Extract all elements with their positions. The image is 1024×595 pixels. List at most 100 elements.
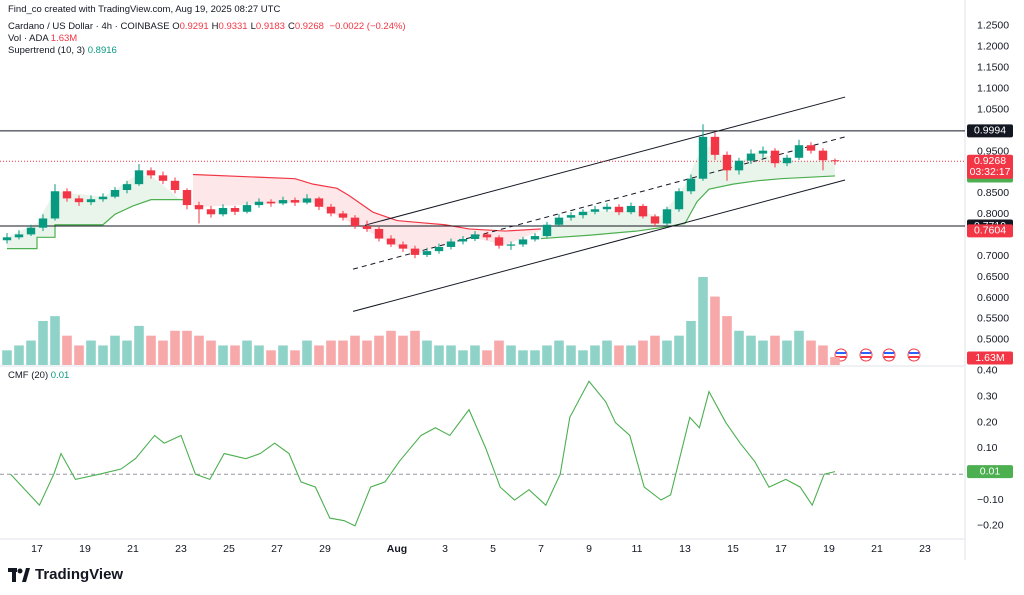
candle-body [278,200,288,204]
x-tick-label: 27 [271,543,283,555]
ohlc-label: L [250,21,256,32]
candle-body [494,237,504,246]
cmf-line [10,380,836,527]
candle-body [98,196,108,200]
volume-bar [62,335,72,365]
candle-body [362,226,372,229]
volume-bar [110,335,120,365]
candle-body [326,206,336,214]
volume-bar [626,345,636,365]
volume-bar [542,345,552,365]
ohlc-value: 0.9268 [294,21,324,32]
volume-bar [122,340,132,365]
x-tick-label: 19 [79,543,91,555]
cmf-last-label-box [967,465,1013,479]
volume-bar [434,345,444,365]
supertrend-line [7,199,188,250]
ohlc-value: 0.9331 [218,21,248,32]
candle-body [134,170,144,185]
event-flags [834,348,921,362]
candle-body [446,241,456,247]
volume-label: Vol · ADA [8,33,49,44]
x-tick-label: 23 [175,543,187,555]
candle-body [746,153,756,161]
candle-body [542,224,552,237]
x-tick-label: 29 [319,543,331,555]
volume-bar [38,321,48,365]
candle-body [254,201,264,206]
candle-body [302,198,312,203]
volume-bar [458,350,468,365]
supertrend-value: 0.8916 [87,45,117,56]
y-tick-label: 0.8500 [977,187,1009,199]
brand-logo [8,567,30,582]
candle-body [806,145,816,151]
volume-bar [770,335,780,365]
candle-body [770,150,780,164]
volume-bar [818,345,828,365]
y-tick-label: 1.1000 [977,82,1009,94]
ohlc-label: O [172,21,180,32]
ohlc-value: 0.9183 [255,21,285,32]
candle-body [182,190,192,206]
volume-bar [350,335,360,365]
trend-line [364,96,846,226]
volume-bar [290,350,300,365]
volume-bar [86,340,96,365]
y-tick-label: 0.5000 [977,334,1009,346]
x-tick-label: 23 [919,543,931,555]
credit: Find_co created with TradingView.com, Au… [8,4,281,15]
supertrend-line [540,175,836,240]
volume-bar [830,357,840,365]
candle-body [386,238,396,245]
volume-bar [686,321,696,365]
volume-bar [254,345,264,365]
candle-body [14,234,24,238]
trend-line [352,179,846,312]
cmf-legend: CMF (20) 0.01 [8,370,69,382]
volume-bar [278,345,288,365]
symbol-legend: Cardano / US Dollar · 4h · COINBASE O0.9… [8,21,406,33]
volume-bar [182,330,192,365]
marker-label-box [967,224,1013,238]
candle-body [374,228,384,239]
candle-body [698,136,708,179]
volume-last-label: 1.63M [975,352,1004,364]
candle-body [458,238,468,242]
candle-body [722,154,732,171]
volume-legend: Vol · ADA 1.63M [8,33,77,45]
volume-bar [146,335,156,365]
brand: TradingView [8,566,123,583]
volume-bar [170,330,180,365]
candle-body [26,227,36,235]
volume-bar [698,277,708,365]
y-tick-label: 0.40 [977,365,998,377]
volume-bar [482,350,492,365]
y-tick-label: 0.6500 [977,271,1009,283]
candle-body [638,205,648,217]
supertrend-fill [540,145,835,239]
candle-body [338,213,348,218]
x-tick-label: 25 [223,543,235,555]
volume-bar [398,335,408,365]
volume-bar [158,340,168,365]
cmf-value: 0.01 [50,370,70,381]
candle-body [266,201,276,204]
candle-body [506,244,516,246]
supertrend-fill [7,175,188,249]
volume-bar [2,350,12,365]
candle-body [614,206,624,213]
candle-body [518,239,528,245]
y-tick-label: 0.5500 [977,313,1009,325]
candle-body [62,191,72,199]
candle-body [662,209,672,224]
candle-body [230,208,240,212]
y-tick-label: 0.9500 [977,145,1009,157]
x-tick-label: 19 [823,543,835,555]
volume-bar [578,350,588,365]
volume-bar [806,340,816,365]
volume-bar [386,330,396,365]
y-tick-label: 0.10 [977,442,998,454]
